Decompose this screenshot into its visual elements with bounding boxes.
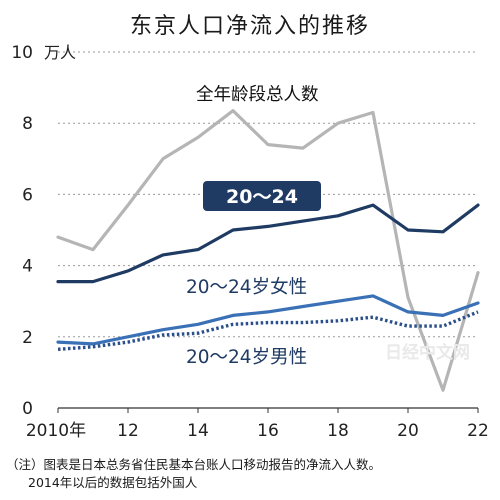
series-lines: [56, 109, 480, 392]
x-tick-label: 22: [467, 421, 489, 441]
series-label-total: 全年龄段总人数: [196, 85, 319, 105]
watermark: 日经中文网: [385, 342, 470, 363]
series-line-1: [56, 203, 480, 284]
series-labels: 全年龄段总人数 20～24 20～24岁女性 20～24岁男性: [186, 85, 321, 368]
series-label-box: [203, 181, 321, 211]
series-line-2: [56, 294, 480, 346]
x-tick-label: 12: [117, 421, 139, 441]
series-line-3: [57, 310, 479, 351]
y-tick-label: 6: [22, 185, 33, 205]
y-tick-label: 10: [11, 43, 33, 63]
x-tick-label: 2010年: [26, 421, 86, 441]
series-label-20-24: 20～24: [226, 186, 298, 208]
x-tick-label: 20: [397, 421, 419, 441]
series-label-male: 20～24岁男性: [186, 347, 307, 368]
y-tick-label: 4: [22, 257, 33, 277]
y-tick-label: 8: [22, 114, 33, 134]
series-line-0: [56, 109, 480, 392]
y-unit-label: 万人: [44, 43, 76, 62]
chart-title: 东京人口净流入的推移: [129, 14, 370, 39]
footnote-line-1: （注）图表是日本总务省住民基本台账人口移动报告的净流入人数。: [6, 457, 382, 472]
x-tick-label: 14: [187, 421, 209, 441]
series-label-female: 20～24岁女性: [186, 277, 307, 298]
footnote-line-2: 2014年以后的数据包括外国人: [28, 475, 198, 490]
tick-labels: 0 2 4 6 8 10 万人 2010年 12 14 16 18 20 22: [11, 43, 488, 441]
x-tick-label: 16: [257, 421, 279, 441]
x-tick-label: 18: [327, 421, 349, 441]
y-tick-label: 2: [22, 328, 33, 348]
y-tick-label: 0: [22, 399, 33, 419]
footnote: （注）图表是日本总务省住民基本台账人口移动报告的净流入人数。 2014年以后的数…: [6, 456, 381, 492]
